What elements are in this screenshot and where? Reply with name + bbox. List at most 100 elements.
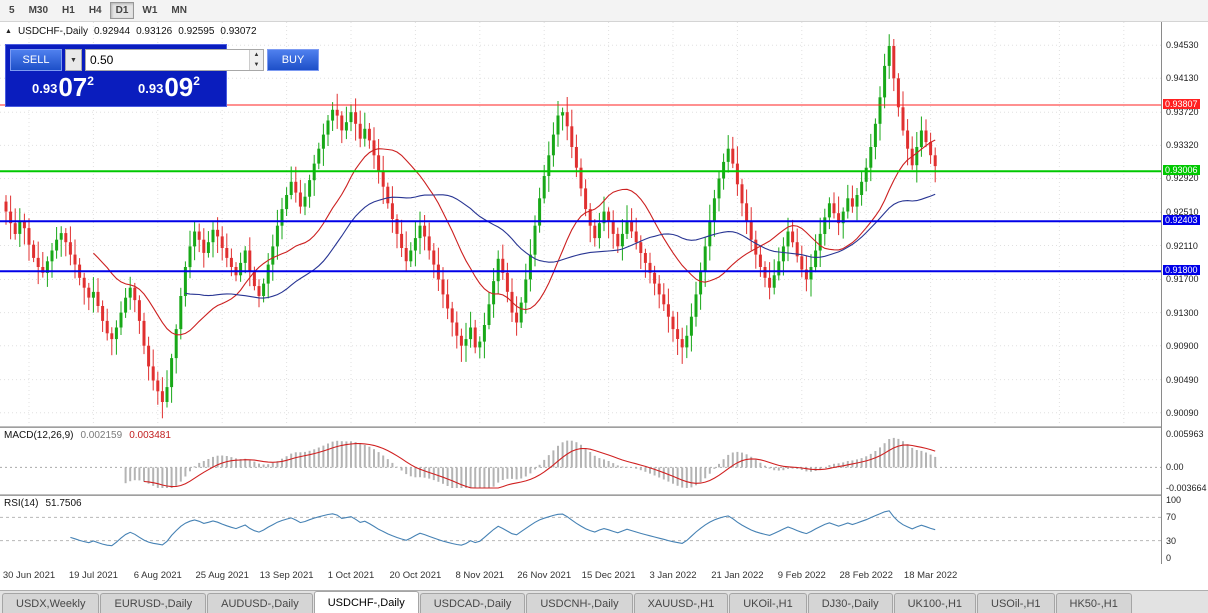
chart-tab-audusd-daily[interactable]: AUDUSD-,Daily <box>207 593 313 613</box>
buy-quote-prefix: 0.93 <box>138 81 164 96</box>
rsi-chart[interactable] <box>0 496 1161 564</box>
ohlc-open: 0.92944 <box>93 26 131 37</box>
chart-tab-eurusd-daily[interactable]: EURUSD-,Daily <box>100 593 207 613</box>
panel-splitter[interactable] <box>0 426 1208 428</box>
rsi-label: RSI(14) 51.7506 <box>4 498 82 509</box>
price-axis-tick: 0.90090 <box>1166 407 1199 418</box>
panel-splitter[interactable] <box>0 494 1208 496</box>
macd-axis-tick: -0.003664 <box>1166 483 1207 493</box>
candlestick-chart[interactable] <box>0 22 1161 426</box>
order-type-dropdown[interactable]: ▼ <box>65 49 82 71</box>
date-axis-label: 28 Feb 2022 <box>839 570 893 581</box>
volume-spinner-up-icon[interactable]: ▲ <box>250 50 263 60</box>
price-axis-tick: 0.94130 <box>1166 73 1199 84</box>
ohlc-low: 0.92595 <box>178 26 215 37</box>
sell-button[interactable]: SELL <box>10 49 62 71</box>
date-axis-label: 8 Nov 2021 <box>455 570 505 581</box>
macd-chart[interactable] <box>0 428 1161 494</box>
timeframe-button-m30[interactable]: M30 <box>23 2 54 19</box>
macd-value-main: 0.002159 <box>80 430 123 441</box>
rsi-name: RSI(14) <box>4 498 39 509</box>
buy-quote-pip: 2 <box>193 74 200 88</box>
macd-panel[interactable]: MACD(12,26,9) 0.002159 0.003481 <box>0 428 1161 494</box>
chart-tab-xauusd-h1[interactable]: XAUUSD-,H1 <box>633 593 729 613</box>
price-line-label: 0.93807 <box>1163 99 1200 110</box>
chart-tab-usdcnh-daily[interactable]: USDCNH-,Daily <box>526 593 633 613</box>
macd-axis-tick: 0.00 <box>1166 462 1184 473</box>
rsi-axis-tick: 100 <box>1166 495 1182 505</box>
chart-tab-usdcad-daily[interactable]: USDCAD-,Daily <box>419 593 526 613</box>
date-axis-label: 21 Jan 2022 <box>711 570 764 581</box>
timeframe-button-mn[interactable]: MN <box>165 2 193 19</box>
price-line-label: 0.92403 <box>1163 215 1200 226</box>
volume-spinner: ▲ ▼ <box>249 50 263 70</box>
chart-tab-usoil-h1[interactable]: USOil-,H1 <box>977 593 1055 613</box>
date-axis-label: 25 Aug 2021 <box>195 570 249 581</box>
date-axis-label: 6 Aug 2021 <box>133 570 182 581</box>
date-axis-label: 19 Jul 2021 <box>68 570 118 581</box>
rsi-axis-tick: 30 <box>1166 535 1177 546</box>
buy-quote[interactable]: 0.93 09 2 <box>116 74 222 102</box>
ohlc-high: 0.93126 <box>136 26 173 37</box>
volume-spinner-down-icon[interactable]: ▼ <box>250 60 263 70</box>
date-axis-label: 26 Nov 2021 <box>517 570 572 581</box>
price-axis-tick: 0.92920 <box>1166 173 1199 184</box>
price-axis-tick: 0.91700 <box>1166 274 1199 285</box>
sell-quote[interactable]: 0.93 07 2 <box>10 74 116 102</box>
timeframe-button-w1[interactable]: W1 <box>136 2 163 19</box>
price-line-label: 0.93006 <box>1163 165 1200 176</box>
sell-quote-main: 07 <box>58 72 88 102</box>
price-axis-tick: 0.90490 <box>1166 374 1199 385</box>
collapse-triangle-icon[interactable]: ▲ <box>5 28 12 35</box>
buy-button[interactable]: BUY <box>267 49 319 71</box>
volume-input[interactable] <box>86 50 249 70</box>
symbol-title: USDCHF-,Daily <box>17 26 88 37</box>
chart-tab-hk50-h1[interactable]: HK50-,H1 <box>1055 593 1132 613</box>
macd-axis-tick: 0.005963 <box>1166 429 1204 439</box>
date-axis-label: 13 Sep 2021 <box>259 570 314 581</box>
rsi-value: 51.7506 <box>45 498 82 509</box>
chart-tab-uk100-h1[interactable]: UK100-,H1 <box>893 593 977 613</box>
date-axis-label: 18 Mar 2022 <box>903 570 958 581</box>
price-axis-tick: 0.93720 <box>1166 107 1199 118</box>
price-axis-tick: 0.94530 <box>1166 40 1199 51</box>
timeframe-button-5[interactable]: 5 <box>3 2 21 19</box>
rsi-axis-tick: 70 <box>1166 512 1177 523</box>
price-axis-tick: 0.92510 <box>1166 207 1199 218</box>
date-axis-label: 3 Jan 2022 <box>649 570 697 581</box>
chart-tab-ukoil-h1[interactable]: UKOil-,H1 <box>729 593 807 613</box>
symbol-info: ▲ USDCHF-,Daily 0.92944 0.93126 0.92595 … <box>5 26 257 37</box>
chart-tab-usdchf-daily[interactable]: USDCHF-,Daily <box>313 591 419 613</box>
rsi-panel[interactable]: RSI(14) 51.7506 <box>0 496 1161 564</box>
date-axis-label: 20 Oct 2021 <box>389 570 442 581</box>
date-axis-label: 15 Dec 2021 <box>581 570 636 581</box>
price-axis-tick: 0.93320 <box>1166 140 1199 151</box>
price-axis-tick: 0.92110 <box>1166 240 1198 251</box>
date-axis-label: 30 Jun 2021 <box>2 570 56 581</box>
price-axis[interactable]: 0.94530 0.94130 0.93720 0.93320 0.92920 0.925… <box>1161 22 1208 564</box>
price-axis-tick: 0.91300 <box>1166 307 1199 318</box>
chart-tab-bar: USDX,Weekly EURUSD-,Daily AUDUSD-,Daily USD… <box>0 590 1208 613</box>
chart-tab-usdx-weekly[interactable]: USDX,Weekly <box>2 593 100 613</box>
price-axis-tick: 0.90900 <box>1166 340 1199 351</box>
macd-value-signal: 0.003481 <box>129 430 171 441</box>
timeframe-toolbar: 5 M30 H1 H4 D1 W1 MN <box>0 0 1208 22</box>
timeframe-button-h4[interactable]: H4 <box>83 2 108 19</box>
timeframe-button-d1[interactable]: D1 <box>109 2 135 19</box>
date-axis[interactable]: 30 Jun 2021 19 Jul 2021 6 Aug 2021 25 Aug 2… <box>0 564 1208 590</box>
buy-quote-main: 09 <box>164 72 194 102</box>
sell-quote-prefix: 0.93 <box>32 81 58 96</box>
date-axis-label: 9 Feb 2022 <box>777 570 826 581</box>
price-line-label: 0.91800 <box>1163 265 1200 276</box>
timeframe-button-h1[interactable]: H1 <box>56 2 81 19</box>
chart-tab-dj30-daily[interactable]: DJ30-,Daily <box>807 593 893 613</box>
dropdown-caret-icon: ▼ <box>70 56 77 64</box>
macd-name: MACD(12,26,9) <box>4 430 74 441</box>
main-chart[interactable]: ▲ USDCHF-,Daily 0.92944 0.93126 0.92595 … <box>0 22 1161 426</box>
one-click-trading-panel: SELL ▼ ▲ ▼ BUY 0.93 07 2 <box>5 44 319 107</box>
ohlc-close: 0.93072 <box>220 26 257 37</box>
macd-label: MACD(12,26,9) 0.002159 0.003481 <box>4 430 171 441</box>
sell-quote-pip: 2 <box>87 74 94 88</box>
date-axis-label: 1 Oct 2021 <box>327 570 375 581</box>
